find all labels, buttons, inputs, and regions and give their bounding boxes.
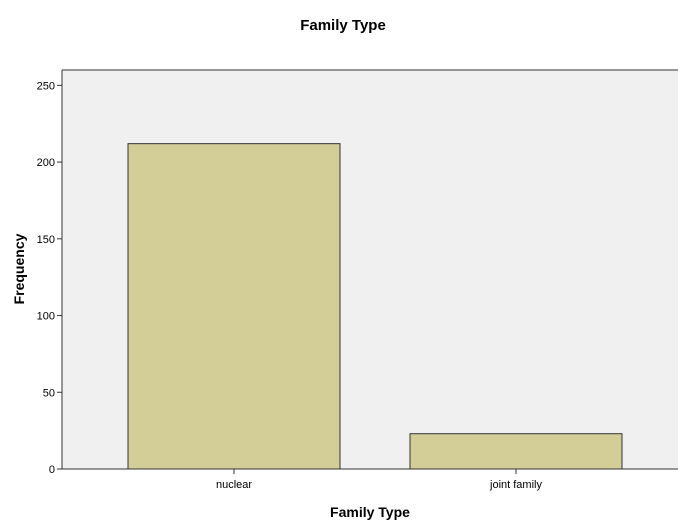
bar-joint-family (409, 433, 623, 470)
y-axis-title: Frequency (11, 233, 27, 304)
y-tick-label: 100 (37, 311, 55, 323)
y-tick-label: 250 (37, 80, 55, 92)
y-tick-label: 0 (49, 464, 55, 476)
y-tick-label: 150 (37, 234, 55, 246)
x-tick-label: nuclear (216, 479, 252, 491)
y-axis-ticks: 0 50 100 150 200 250 (37, 80, 62, 476)
x-axis-ticks: nuclear joint family (216, 469, 542, 491)
chart-title: Family Type (300, 17, 386, 34)
bars-group (127, 143, 623, 470)
x-axis-title: Family Type (330, 504, 410, 520)
bar-nuclear (127, 143, 341, 470)
y-tick-label: 50 (43, 387, 55, 399)
y-tick-label: 200 (37, 157, 55, 169)
x-tick-label: joint family (489, 479, 542, 491)
